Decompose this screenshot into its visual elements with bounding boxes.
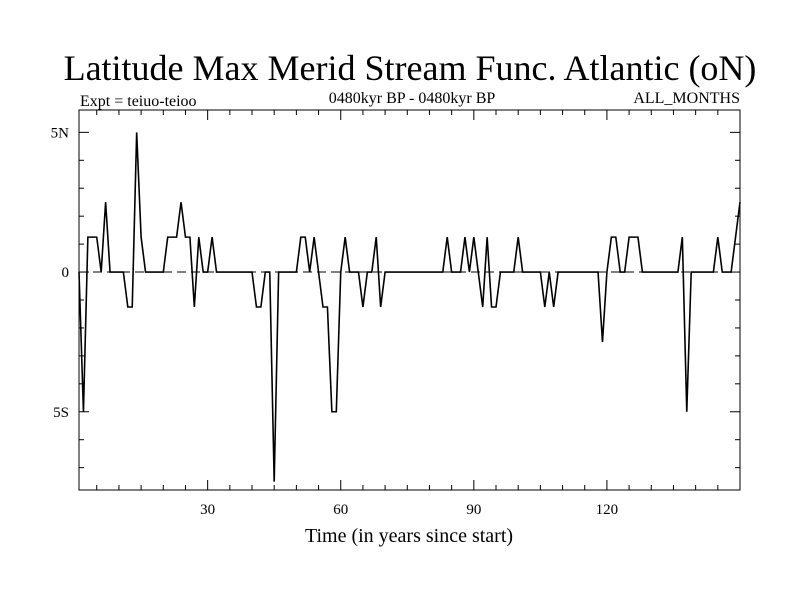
series-line	[78, 132, 741, 482]
x-tick-label: 120	[596, 502, 619, 518]
months-label: ALL_MONTHS	[633, 90, 740, 107]
y-tick-label: 5N	[51, 125, 70, 141]
x-axis-label: Time (in years since start)	[305, 525, 513, 547]
y-tick-label: 0	[62, 265, 70, 281]
period-label: 0480kyr BP - 0480kyr BP	[329, 90, 496, 107]
experiment-label: Expt = teiuo-teioo	[80, 93, 197, 110]
y-tick-label: 5S	[53, 405, 69, 421]
x-tick-label: 90	[466, 502, 481, 518]
chart-title: Latitude Max Merid Stream Func. Atlantic…	[64, 48, 757, 88]
x-tick-label: 30	[200, 502, 215, 518]
plot-frame	[78, 109, 741, 491]
x-tick-label: 60	[333, 502, 348, 518]
